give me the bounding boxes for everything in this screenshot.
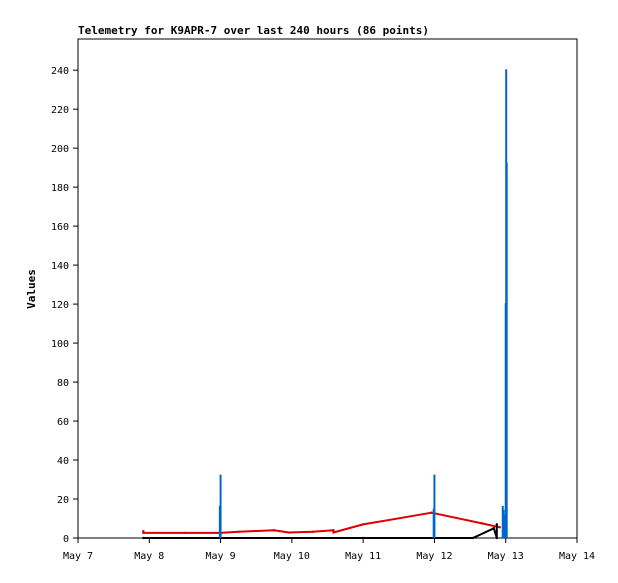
data-point bbox=[480, 522, 484, 525]
x-tick-label: May 14 bbox=[559, 551, 595, 562]
y-tick-label: 60 bbox=[57, 417, 69, 428]
series-line bbox=[142, 511, 501, 534]
data-point bbox=[498, 526, 501, 529]
data-point bbox=[361, 523, 365, 526]
x-tick-label: May 12 bbox=[416, 551, 452, 562]
data-point bbox=[142, 529, 145, 533]
plot-frame bbox=[77, 38, 578, 539]
data-point bbox=[495, 523, 499, 526]
y-tick-label: 100 bbox=[51, 339, 69, 350]
y-tick-label: 0 bbox=[63, 534, 69, 545]
data-point bbox=[142, 531, 145, 535]
y-tick-label: 120 bbox=[51, 300, 69, 311]
data-point bbox=[492, 527, 496, 530]
x-tick-label: May 13 bbox=[488, 551, 524, 562]
y-tick-label: 20 bbox=[57, 495, 69, 506]
y-tick-label: 140 bbox=[51, 261, 69, 272]
data-point bbox=[311, 530, 314, 533]
data-point bbox=[430, 511, 433, 514]
y-tick-label: 220 bbox=[51, 105, 69, 116]
series-0 bbox=[142, 511, 501, 535]
x-tick-label: May 11 bbox=[345, 551, 381, 562]
data-point bbox=[183, 531, 187, 535]
x-tick-label: May 9 bbox=[206, 551, 236, 562]
y-tick-label: 180 bbox=[51, 183, 69, 194]
chart-title: Telemetry for K9APR-7 over last 240 hour… bbox=[78, 24, 429, 37]
y-tick-label: 80 bbox=[57, 378, 69, 389]
data-point bbox=[471, 536, 475, 540]
x-axis: May 7 May 8 May 9 May 10 May 11 May 12 May 13 M… bbox=[63, 538, 595, 562]
series-layer bbox=[142, 69, 508, 540]
y-tick-label: 200 bbox=[51, 144, 69, 155]
y-tick-label: 160 bbox=[51, 222, 69, 233]
data-point bbox=[142, 536, 145, 540]
y-tick-label: 40 bbox=[57, 456, 69, 467]
y-axis-label: Values bbox=[25, 269, 38, 309]
data-point bbox=[287, 531, 291, 534]
x-tick-label: May 8 bbox=[134, 551, 164, 562]
data-point bbox=[272, 529, 276, 532]
x-tick-label: May 7 bbox=[63, 551, 93, 562]
data-point bbox=[495, 536, 499, 540]
y-axis: 0 20 40 60 80 100 120 140 160 180 200 220 240 bbox=[51, 66, 78, 545]
data-point bbox=[361, 536, 365, 540]
data-point bbox=[332, 531, 335, 534]
x-tick-label: May 10 bbox=[274, 551, 310, 562]
data-point bbox=[332, 529, 335, 532]
data-point bbox=[237, 530, 240, 533]
series-2 bbox=[218, 69, 508, 538]
y-tick-label: 240 bbox=[51, 66, 69, 77]
